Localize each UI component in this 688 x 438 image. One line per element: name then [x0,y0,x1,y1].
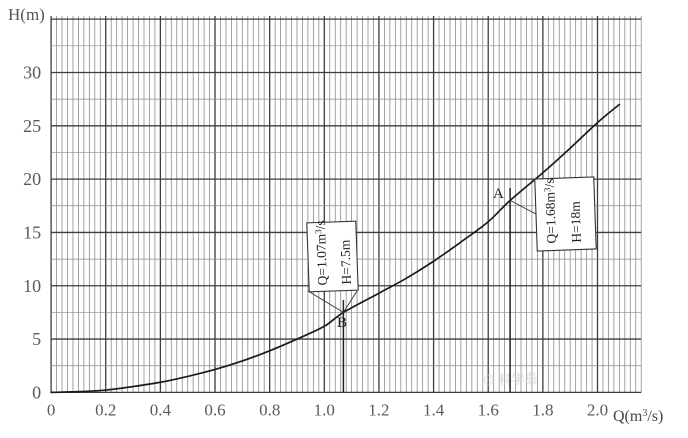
svg-text:15: 15 [23,222,41,242]
svg-text:A: A [493,186,504,202]
svg-text:0: 0 [32,382,41,402]
svg-text:0.6: 0.6 [204,400,225,419]
svg-text:1.8: 1.8 [532,400,553,419]
svg-text:1.2: 1.2 [368,400,389,419]
svg-text:0: 0 [47,400,56,419]
svg-text:Q(m3/s): Q(m3/s) [613,408,663,425]
svg-text:0.4: 0.4 [150,400,172,419]
svg-text:20: 20 [23,169,41,189]
svg-text:H=18m: H=18m [568,201,584,243]
svg-text:1.6: 1.6 [478,400,499,419]
svg-text:H=7.5m: H=7.5m [337,239,354,285]
svg-text:B: B [337,315,347,331]
svg-text:Q=1.68m3/s: Q=1.68m3/s [542,178,559,243]
svg-text:2.0: 2.0 [587,400,608,419]
svg-text:0.8: 0.8 [259,400,280,419]
svg-text:5: 5 [32,329,41,349]
svg-text:1.4: 1.4 [423,400,445,419]
svg-text:0.2: 0.2 [95,400,116,419]
svg-text:10: 10 [23,276,41,296]
svg-text:30: 30 [23,63,41,83]
svg-text:H(m): H(m) [8,5,45,24]
svg-text:1.0: 1.0 [314,400,335,419]
svg-text:Q=1.07m3/s: Q=1.07m3/s [313,220,330,285]
svg-text:25: 25 [23,116,41,136]
